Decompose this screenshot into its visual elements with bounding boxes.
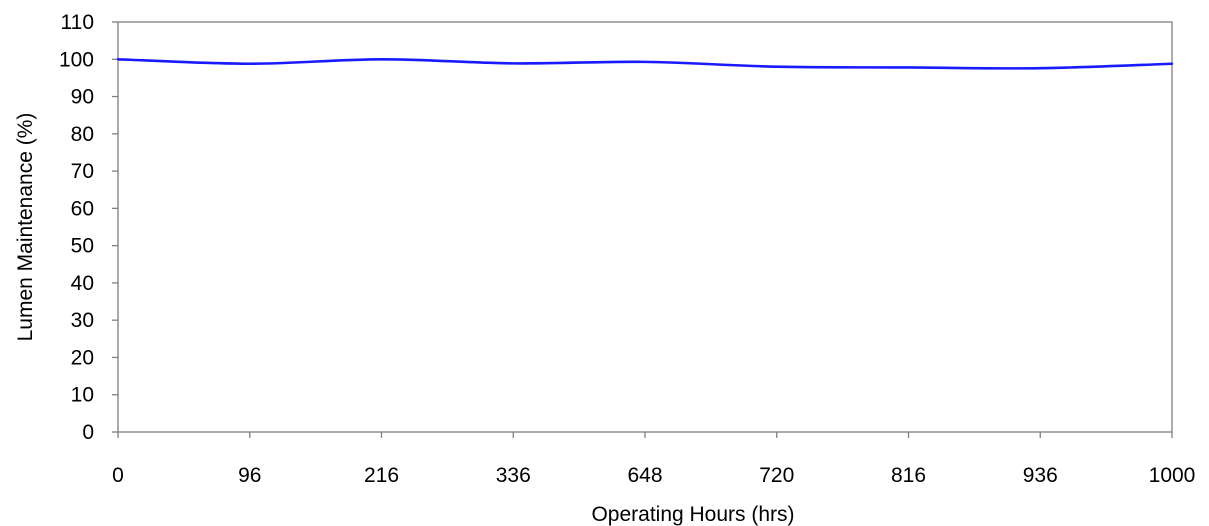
y-axis-ticks: 0 10 20 30 40 50 60 70 80 90 100 110 bbox=[59, 11, 118, 444]
x-tick-label: 936 bbox=[1023, 464, 1058, 487]
x-tick-label: 336 bbox=[496, 464, 531, 487]
y-tick-label: 30 bbox=[71, 309, 94, 332]
x-axis-title: Operating Hours (hrs) bbox=[591, 503, 794, 526]
y-tick-label: 100 bbox=[59, 48, 94, 71]
y-tick-label: 110 bbox=[61, 11, 94, 34]
x-tick-label: 720 bbox=[759, 464, 794, 487]
y-tick-label: 70 bbox=[71, 160, 94, 183]
x-tick-label: 816 bbox=[891, 464, 926, 487]
x-axis-ticks: 0 96 216 336 648 720 816 936 1000 bbox=[112, 432, 1195, 487]
y-tick-label: 10 bbox=[71, 384, 94, 407]
x-tick-label: 0 bbox=[112, 464, 124, 487]
series-line bbox=[116, 57, 1174, 70]
y-tick-label: 20 bbox=[71, 346, 94, 369]
y-tick-label: 0 bbox=[82, 421, 94, 444]
x-tick-label: 216 bbox=[364, 464, 399, 487]
x-tick-label: 648 bbox=[627, 464, 662, 487]
y-tick-label: 50 bbox=[71, 235, 94, 258]
y-tick-label: 90 bbox=[71, 86, 94, 109]
y-tick-label: 80 bbox=[71, 123, 94, 146]
y-axis-title: Lumen Maintenance (%) bbox=[14, 113, 37, 342]
x-tick-label: 1000 bbox=[1149, 464, 1196, 487]
x-tick-label: 96 bbox=[238, 464, 261, 487]
y-tick-label: 40 bbox=[71, 272, 94, 295]
plot-area bbox=[117, 21, 1173, 433]
y-tick-label: 60 bbox=[71, 197, 94, 220]
